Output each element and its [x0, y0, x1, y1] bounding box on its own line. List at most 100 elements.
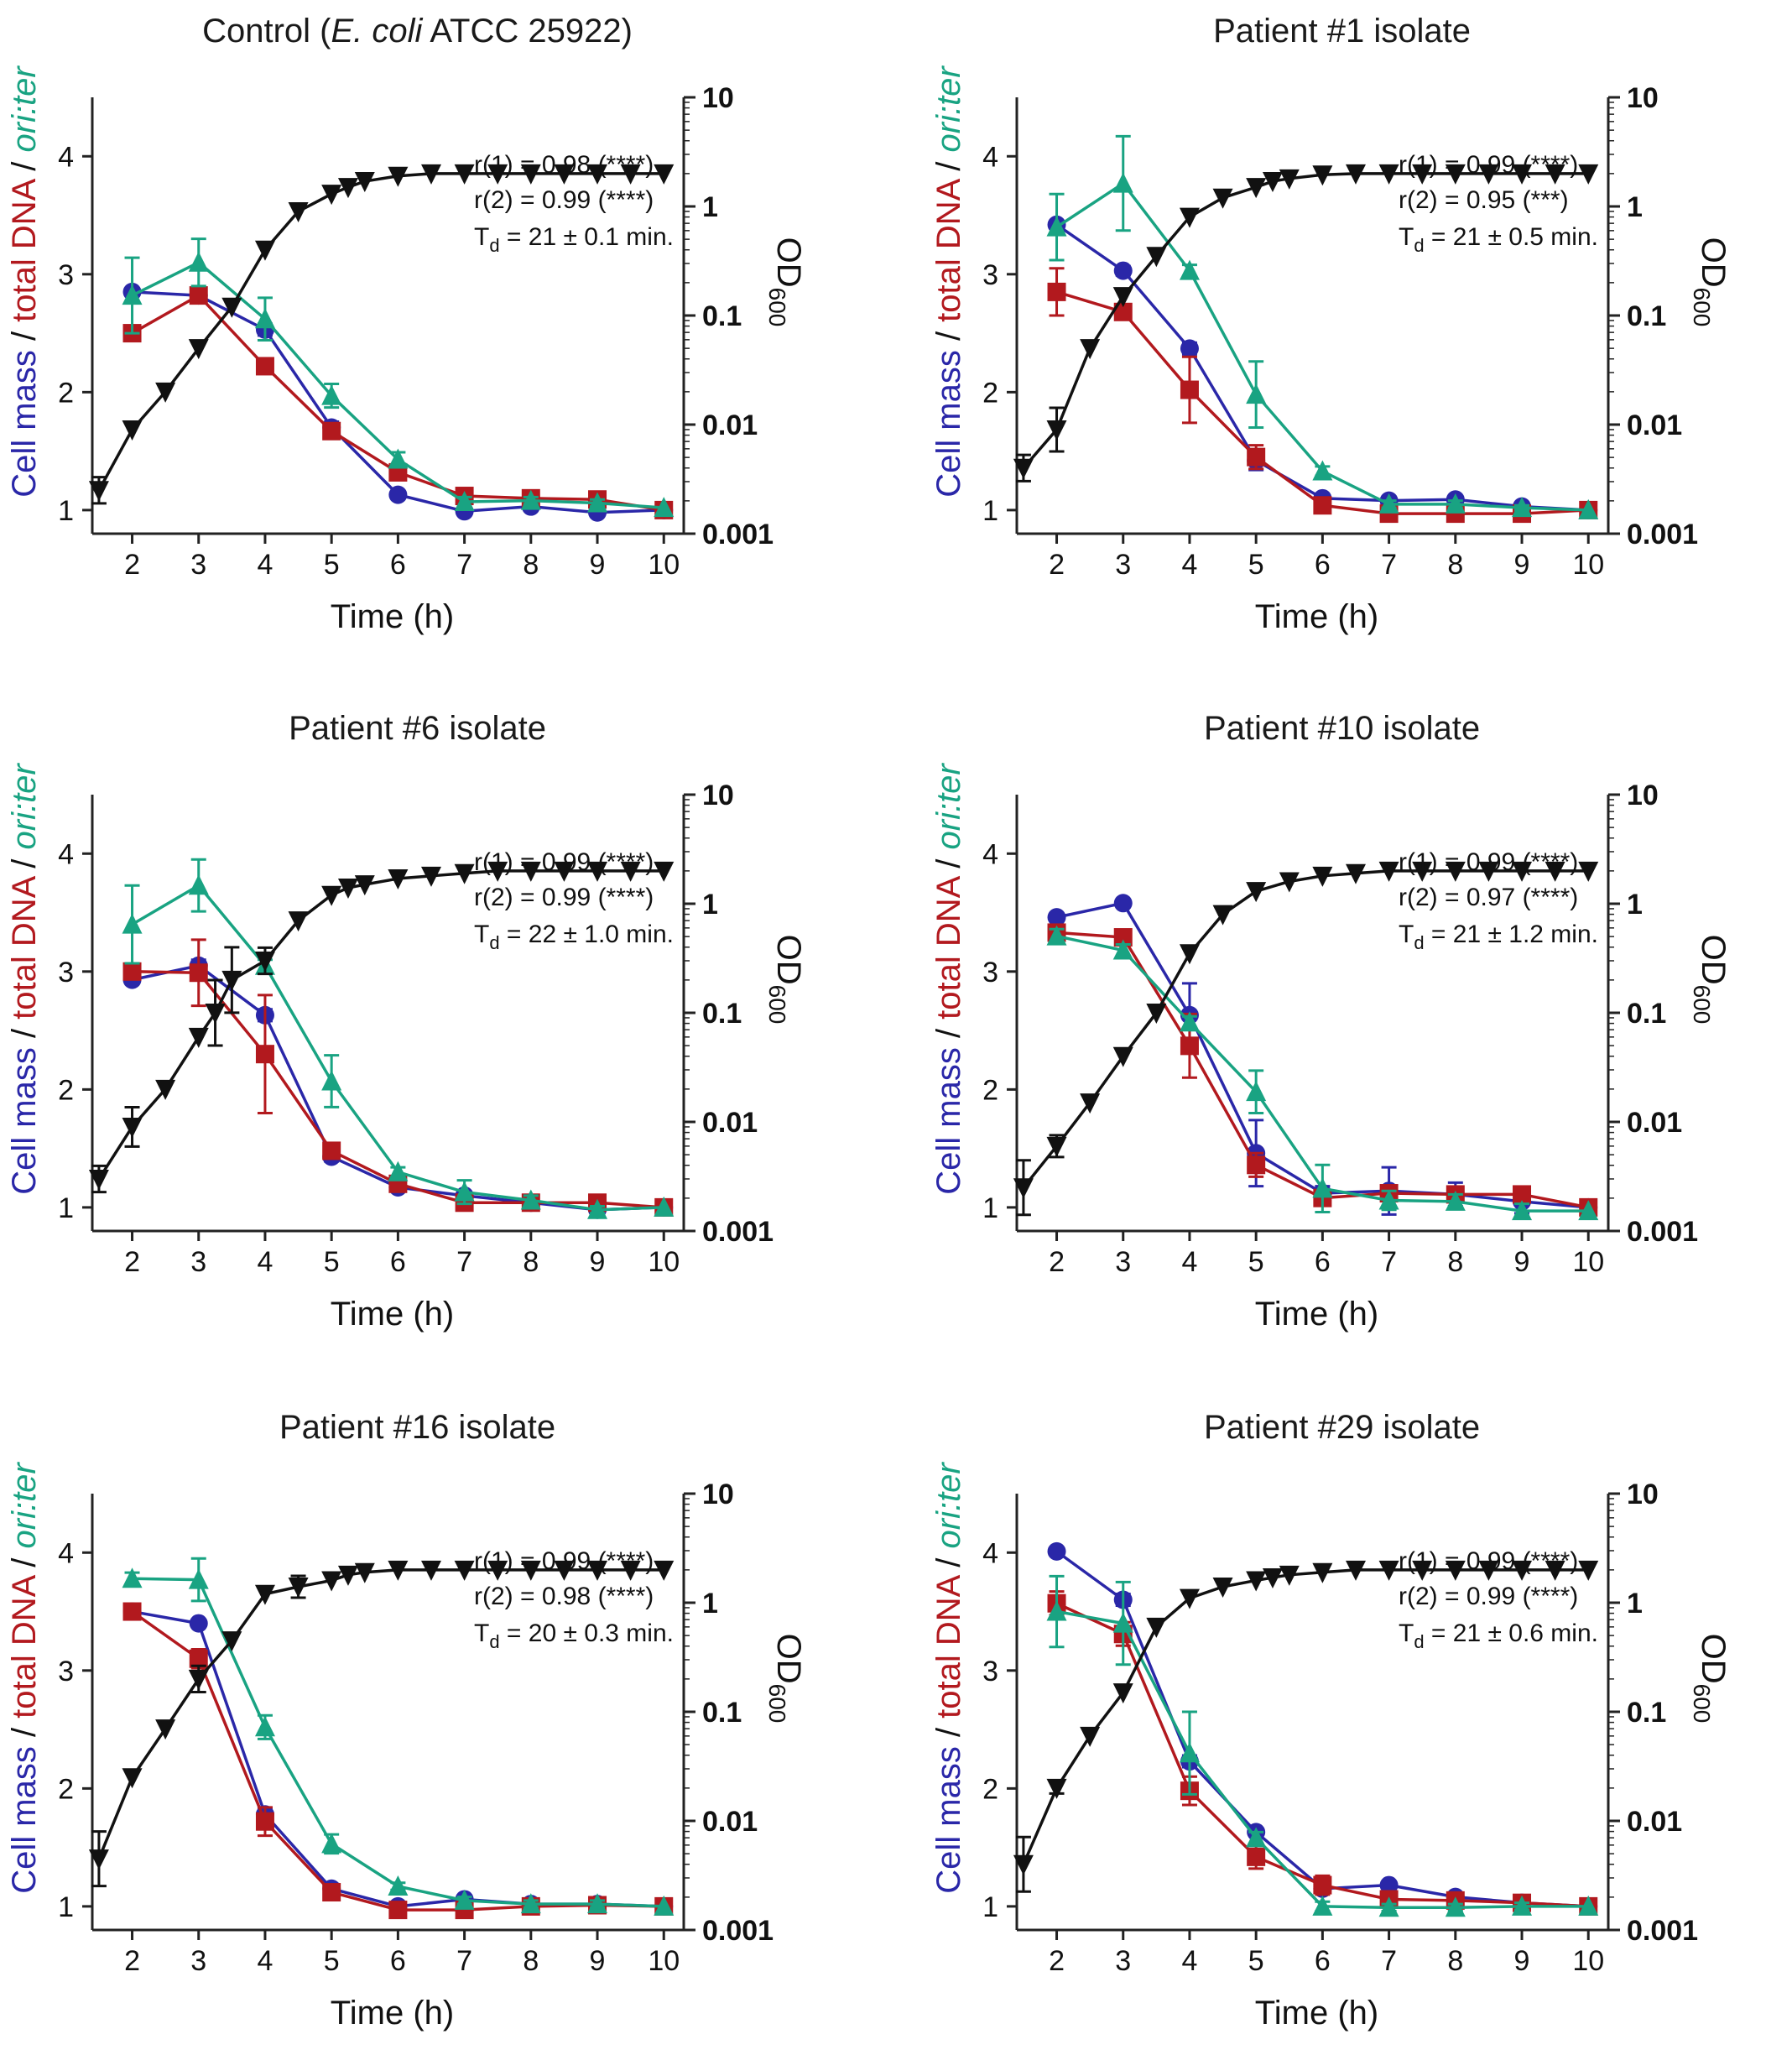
data-point: [1047, 908, 1066, 927]
x-tick-label: 6: [390, 1246, 406, 1278]
y-axis-label: Cell mass / total DNA / ori:ter: [6, 65, 43, 498]
series-od600: [88, 1560, 675, 1888]
data-point: [1345, 1560, 1366, 1581]
stat-r1: r(1) = 0.99 (****): [474, 1547, 654, 1575]
data-point: [122, 1602, 142, 1621]
data-point: [1512, 164, 1533, 185]
stat-td: Td = 20 ± 0.3 min.: [474, 1619, 674, 1652]
data-point: [388, 1560, 409, 1581]
data-point: [1013, 458, 1034, 479]
data-point: [1412, 861, 1433, 882]
data-point: [322, 1883, 341, 1902]
panel-title-part: Patient #29 isolate: [1204, 1409, 1480, 1446]
data-point: [1246, 1571, 1267, 1592]
data-point: [1246, 178, 1267, 199]
panel-title-part: ATCC 25922): [422, 13, 633, 50]
data-point: [587, 1893, 608, 1914]
data-point: [420, 1560, 441, 1581]
x-tick-label: 10: [1572, 1945, 1604, 1977]
data-point: [587, 1198, 608, 1219]
y2-tick-label: 0.001: [1627, 1915, 1698, 1947]
stat-r1: r(1) = 0.99 (****): [1399, 848, 1578, 876]
y-tick-label: 4: [982, 1537, 998, 1569]
stat-td-sub: d: [1414, 932, 1424, 953]
data-point: [88, 481, 109, 502]
x-tick-label: 4: [257, 1246, 273, 1278]
data-point: [1112, 287, 1133, 308]
x-tick-label: 10: [1572, 549, 1604, 581]
x-tick-label: 8: [1447, 1945, 1463, 1977]
data-point: [1080, 339, 1101, 360]
data-point: [1512, 497, 1533, 518]
y-axis-label-part: /: [6, 153, 43, 180]
x-tick-label: 10: [648, 1945, 680, 1977]
data-point: [1179, 1011, 1200, 1032]
stat-td-value: = 21 ± 0.5 min.: [1425, 223, 1598, 251]
y2-axis-label-sub: 600: [1689, 288, 1715, 327]
data-point: [487, 861, 508, 882]
y2-axis-label-sub: 600: [764, 985, 790, 1025]
data-point: [1212, 1578, 1233, 1599]
y-axis-label-part: total DNA: [930, 875, 967, 1019]
y2-axis-label-base: OD: [1695, 935, 1732, 985]
stat-td-value: = 21 ± 0.1 min.: [500, 223, 674, 251]
y2-tick-label: 0.001: [1627, 1216, 1698, 1248]
chart-panel-2: Patient #1 isolate 2 3 4 5 6 7 8 9 10 1 2 3 4 0.001 0.0…: [930, 13, 1732, 635]
data-point: [1412, 164, 1433, 185]
stat-r1: r(1) = 0.99 (****): [474, 848, 654, 876]
y-axis-label: Cell mass / total DNA / ori:ter: [930, 763, 967, 1195]
data-point: [1246, 1827, 1267, 1848]
x-tick-label: 3: [190, 549, 206, 581]
y-axis-label-part: /: [930, 322, 967, 350]
series-ori-ter: [1046, 134, 1599, 519]
stat-td-prefix: T: [474, 1619, 489, 1647]
data-point: [554, 164, 575, 185]
series-cell-mass: [122, 282, 674, 522]
y2-axis-label: OD600: [1689, 935, 1732, 1025]
data-point: [554, 1560, 575, 1581]
data-point: [1180, 380, 1199, 399]
y-axis-label-part: /: [930, 1549, 967, 1577]
y-axis-label-part: /: [930, 1020, 967, 1047]
data-point: [1378, 1560, 1399, 1581]
data-point: [1046, 1136, 1067, 1157]
data-point: [1179, 1742, 1200, 1763]
data-point: [1080, 1726, 1101, 1747]
data-point: [420, 164, 441, 185]
data-point: [388, 1875, 409, 1896]
data-point: [1578, 1200, 1599, 1221]
panel-title: Control (E. coli ATCC 25922): [202, 13, 633, 50]
series-od600: [1013, 1560, 1599, 1893]
data-point: [188, 339, 209, 360]
series-line: [1056, 1609, 1589, 1910]
data-point: [321, 1070, 342, 1091]
data-point: [1578, 1560, 1599, 1581]
data-point: [1378, 164, 1399, 185]
y2-tick-label: 1: [702, 1588, 718, 1619]
data-point: [1046, 420, 1067, 441]
data-point: [1112, 939, 1133, 960]
data-point: [288, 1578, 309, 1599]
panel-title: Patient #1 isolate: [1213, 13, 1471, 50]
panel-title: Patient #6 isolate: [289, 710, 546, 747]
data-point: [155, 1079, 176, 1100]
data-point: [620, 1560, 641, 1581]
x-tick-label: 10: [648, 1246, 680, 1278]
y-axis-label-part: /: [6, 322, 43, 350]
data-point: [189, 286, 208, 305]
data-point: [1146, 1004, 1167, 1024]
data-point: [1279, 169, 1300, 190]
y2-axis-label-sub: 600: [764, 1684, 790, 1724]
y-tick-label: 4: [982, 838, 998, 870]
data-point: [388, 1161, 409, 1181]
data-point: [1013, 1178, 1034, 1199]
data-point: [1046, 925, 1067, 946]
series-ori-ter: [122, 1557, 675, 1916]
y-axis-label-part: total DNA: [6, 875, 43, 1019]
y-axis-label-part: Cell mass: [6, 350, 43, 498]
data-point: [1545, 861, 1565, 882]
y2-axis-label-sub: 600: [1689, 985, 1715, 1025]
data-point: [321, 885, 342, 906]
y-tick-label: 2: [982, 377, 998, 409]
data-point: [221, 970, 242, 991]
